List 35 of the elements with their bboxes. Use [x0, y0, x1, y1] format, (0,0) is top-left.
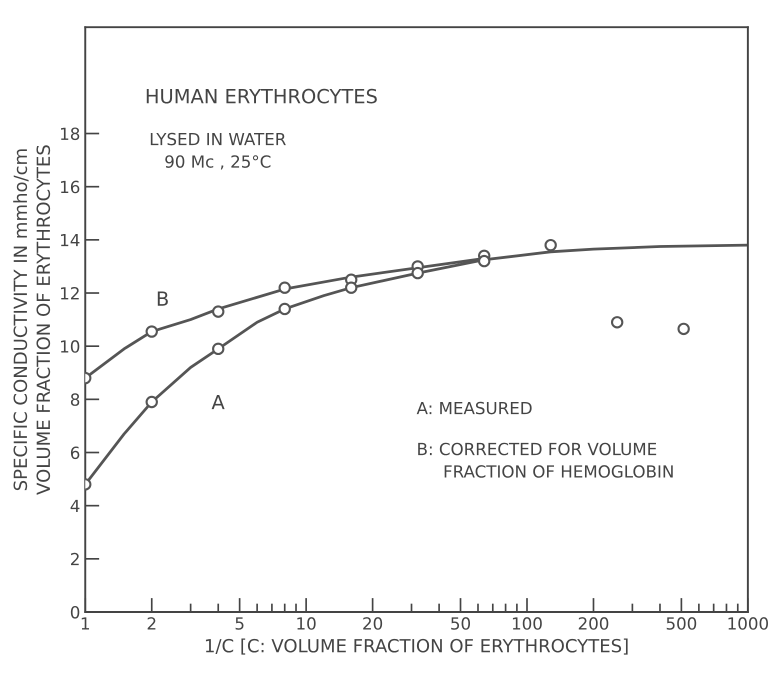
point	[278, 282, 291, 294]
y-tick-label: 6	[70, 446, 80, 460]
x-tick-label: 50	[451, 617, 470, 630]
point	[212, 305, 224, 318]
y-tick-label: 12	[61, 286, 79, 300]
y-tick-label: 8	[70, 393, 80, 406]
annotation: A: MEASURED	[416, 402, 532, 414]
x-tick-label: 20	[363, 617, 382, 630]
y-tick-label: 4	[70, 500, 80, 512]
point	[478, 254, 490, 268]
y-tick-label: 10	[61, 340, 80, 353]
annotation: B: CORRECTED FOR VOLUME FRACTION OF HEMOGLOBIN	[418, 442, 673, 478]
x-tick-label: 5	[236, 617, 244, 630]
text: HUMAN ERYTHROCYTES	[146, 88, 377, 104]
series-label: A	[212, 394, 225, 410]
y-axis-title: SPECIFIC CONDUCTIVITY IN mmho/cm VOLUME FRACTION OF ERYTHROCYTES	[13, 145, 50, 495]
x-tick-label: 100	[512, 617, 542, 630]
point	[345, 282, 358, 294]
point	[412, 266, 424, 280]
point	[278, 302, 291, 316]
x-tick-label: 1	[82, 617, 90, 630]
point	[212, 342, 224, 356]
x-tick-label: 200	[578, 617, 608, 630]
y-tick-label: 0	[70, 606, 80, 619]
y-tick-label: 18	[61, 127, 80, 140]
series-label: B	[158, 292, 168, 306]
y-tick-label: 14	[61, 234, 80, 246]
x-tick-label: 500	[666, 617, 696, 630]
y-tick-label: 16	[61, 180, 80, 194]
x-tick-label: 1000	[728, 617, 768, 630]
text: LYSED IN WATER 90 Mc , 25°C	[150, 132, 286, 170]
x-tick-label: 2	[148, 617, 156, 630]
x-tick-label: 10	[297, 617, 316, 630]
y-tick-label: 2	[71, 552, 79, 566]
x-axis-title: 1/C [C: VOLUME FRACTION OF ERYTHROCYTES]	[206, 638, 628, 655]
